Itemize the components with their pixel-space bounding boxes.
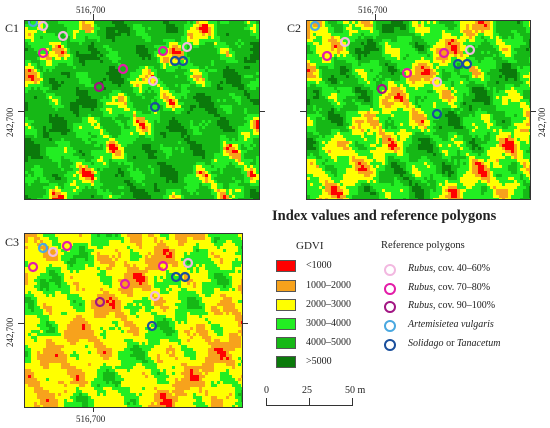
panel-c3-y-coordinate: 242,700 (5, 317, 15, 347)
gdvi-raster (25, 21, 259, 199)
gdvi-class-label: 2000–3000 (306, 299, 351, 310)
scale-bar: 0 25 50 m (264, 378, 365, 408)
reference-polygon-marker (401, 67, 413, 79)
panel-c3-y-tick (18, 323, 24, 324)
reference-polygon-marker (119, 278, 131, 290)
reference-polygon-marker (149, 290, 161, 302)
panel-c3-x-coordinate: 516,700 (76, 414, 106, 424)
reference-polygon-marker (149, 101, 161, 113)
scale-tick (352, 398, 353, 406)
gdvi-swatch (276, 356, 296, 368)
reference-polygon-marker (47, 246, 59, 258)
reference-polygon-marker (94, 296, 106, 308)
gdvi-swatch (276, 318, 296, 330)
reference-polygon-marker (339, 36, 351, 48)
map-panel-c1 (24, 20, 260, 200)
map-panel-c2 (306, 20, 531, 200)
gdvi-raster (25, 234, 242, 407)
gdvi-swatch (276, 260, 296, 272)
ref-item-label: Solidago or Tanacetum (408, 338, 501, 349)
panel-c3-label: C3 (5, 235, 20, 249)
panel-c1-y-tick-right (259, 111, 265, 112)
map-panel-c3 (24, 233, 243, 408)
reference-polygon-marker (37, 21, 49, 32)
reference-polygon-marker (57, 30, 69, 42)
gdvi-swatch (276, 280, 296, 292)
gdvi-swatch (276, 337, 296, 349)
reference-polygon-marker (147, 75, 159, 87)
panel-c1-y-tick (18, 111, 24, 112)
gdvi-class-label: 3000–4000 (306, 318, 351, 329)
ref-item-label: Artemisietea vulgaris (408, 319, 494, 330)
reference-polygon-marker (179, 271, 191, 283)
ref-item-label: Rubus, cov. 90–100% (408, 300, 496, 311)
ref-item-label: Rubus, cov. 70–80% (408, 282, 491, 293)
reference-polygon-marker (27, 21, 39, 28)
panel-c2-x-coordinate: 516,700 (358, 5, 388, 15)
magenta-ring-icon (384, 283, 396, 295)
scale-tick (266, 398, 267, 406)
scale-tick (309, 398, 310, 406)
gdvi-class-label: <1000 (306, 260, 332, 271)
reference-polygons-title: Reference polygons (381, 240, 465, 251)
reference-polygon-marker (157, 260, 169, 272)
reference-polygon-marker (431, 76, 443, 88)
scale-label-50: 50 m (345, 385, 366, 396)
gdvi-legend-title: GDVI (296, 240, 324, 252)
panel-c1-y-coordinate: 242,700 (5, 107, 15, 137)
gdvi-swatch (276, 299, 296, 311)
gdvi-raster (307, 21, 530, 199)
reference-polygon-marker (146, 320, 158, 332)
panel-c2-label: C2 (287, 21, 302, 35)
reference-polygon-marker (37, 242, 49, 254)
panel-c3-y-tick-right (242, 323, 248, 324)
gdvi-class-label: 4000–5000 (306, 337, 351, 348)
purple-ring-icon (384, 301, 396, 313)
reference-polygon-marker (438, 47, 450, 59)
reference-polygon-marker (464, 44, 476, 56)
reference-polygon-marker (321, 50, 333, 62)
reference-polygon-marker (93, 81, 105, 93)
dark-blue-ring-icon (384, 339, 396, 351)
reference-polygon-marker (157, 45, 169, 57)
reference-polygon-marker (117, 63, 129, 75)
panel-c3-x-tick (93, 406, 94, 412)
gdvi-class-label: 1000–2000 (306, 280, 351, 291)
gdvi-class-label: >5000 (306, 356, 332, 367)
scale-label-25: 25 (302, 385, 312, 396)
scale-label-0: 0 (264, 385, 269, 396)
panel-c1-label: C1 (5, 21, 20, 35)
reference-polygon-marker (309, 21, 321, 32)
panel-c1-x-coordinate: 516,700 (76, 5, 106, 15)
reference-polygon-marker (461, 58, 473, 70)
reference-polygon-marker (177, 55, 189, 67)
legend-title: Index values and reference polygons (272, 208, 497, 224)
panel-c2-y-tick-right (530, 111, 536, 112)
reference-polygon-marker (37, 47, 49, 59)
reference-polygon-marker (61, 240, 73, 252)
panel-c2-y-coordinate: 242,700 (537, 107, 547, 137)
reference-polygon-marker (27, 261, 39, 273)
ref-item-label: Rubus, cov. 40–60% (408, 263, 491, 274)
light-blue-ring-icon (384, 320, 396, 332)
panel-c2-x-tick (375, 14, 376, 20)
panel-c2-y-tick (300, 111, 306, 112)
reference-polygon-marker (376, 83, 388, 95)
reference-polygon-marker (431, 108, 443, 120)
reference-polygon-marker (181, 41, 193, 53)
panel-c1-x-tick (93, 14, 94, 20)
reference-polygon-marker (182, 257, 194, 269)
pink-ring-icon (384, 264, 396, 276)
